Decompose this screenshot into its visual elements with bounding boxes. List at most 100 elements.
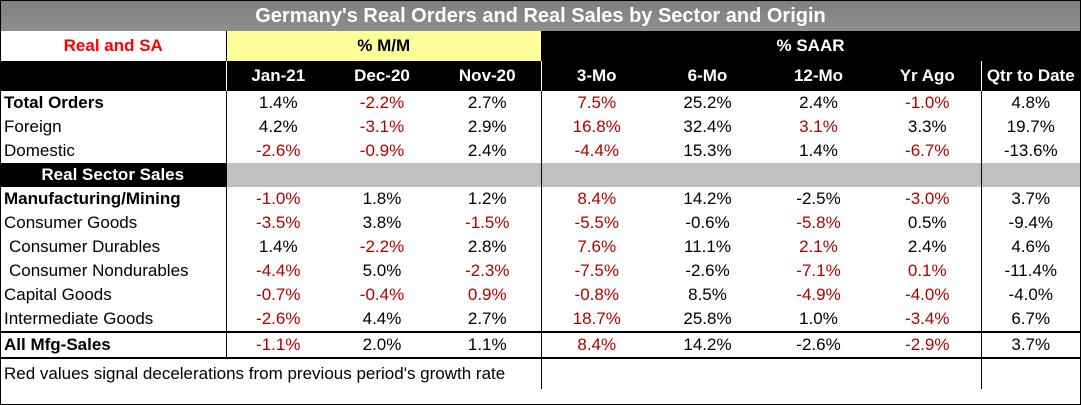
sales-section-label: Real Sector Sales xyxy=(1,163,226,187)
table-cell: -5.8% xyxy=(796,213,841,232)
table-cell: 3.3% xyxy=(907,117,947,136)
table-cell: 7.6% xyxy=(540,235,652,259)
table-cell: -0.8% xyxy=(540,283,652,307)
mm-group-header: % M/M xyxy=(225,31,541,61)
table-cell: -0.4% xyxy=(359,285,405,304)
table-cell: -1.0% xyxy=(225,187,330,211)
table-cell: 1.4% xyxy=(225,91,330,115)
table-cell: -2.6% xyxy=(225,139,330,163)
table-cell: -11.4% xyxy=(980,259,1080,283)
table-row: Capital Goods -0.7% -0.4% 0.9% -0.8% 8.5% -4.9… xyxy=(1,283,1080,307)
table-cell: -4.0% xyxy=(905,285,950,304)
table-cell: -3.1% xyxy=(359,117,405,136)
table-cell: 1.4% xyxy=(225,235,330,259)
table-cell: 4.6% xyxy=(980,235,1080,259)
table-cell: 25.8% xyxy=(683,309,732,328)
table-cell: 1.0% xyxy=(799,309,838,328)
saar-group-header: % SAAR xyxy=(541,31,1080,61)
table-cell: -3.5% xyxy=(225,211,330,235)
table-cell: 2.4% xyxy=(467,141,507,160)
table-cell: -9.4% xyxy=(980,211,1080,235)
table-cell: -6.7% xyxy=(905,141,950,160)
table-cell: 25.2% xyxy=(683,93,732,112)
row-label: Capital Goods xyxy=(4,285,112,304)
row-label: Consumer Goods xyxy=(4,213,138,232)
table-cell: 4.4% xyxy=(362,309,402,328)
table-cell: 3.7% xyxy=(980,187,1080,211)
table-cell: -2.2% xyxy=(359,93,405,112)
table-cell: -1.5% xyxy=(465,213,510,232)
table-cell: 11.1% xyxy=(684,237,731,256)
table-cell: -13.6% xyxy=(980,139,1080,163)
column-header: Yr Ago xyxy=(874,61,981,91)
table-title: Germany's Real Orders and Real Sales by … xyxy=(1,1,1080,31)
sales-section-header: Real Sector Sales xyxy=(1,163,1080,187)
table-cell: -7.5% xyxy=(540,259,652,283)
column-header-blank xyxy=(1,61,226,91)
column-header: Qtr to Date xyxy=(980,61,1080,91)
table-cell: -0.9% xyxy=(359,141,405,160)
table-cell: 1.1% xyxy=(434,331,541,358)
table-cell: 6.7% xyxy=(980,307,1080,332)
table-cell: 1.8% xyxy=(362,189,402,208)
row-label: Domestic xyxy=(4,141,75,160)
table-cell: -2.6% xyxy=(685,261,730,280)
column-header: 12-Mo xyxy=(763,61,874,91)
row-label: Intermediate Goods xyxy=(4,309,154,328)
table-cell: -4.4% xyxy=(540,139,652,163)
table-cell: -3.4% xyxy=(905,309,950,328)
table-row: Intermediate Goods -2.6% 4.4% 2.7% 18.7% 25.8… xyxy=(1,307,1080,332)
table-cell: 0.1% xyxy=(907,261,947,280)
table-cell: -3.0% xyxy=(905,189,950,208)
table-cell: -1.0% xyxy=(905,93,950,112)
table-cell: -1.1% xyxy=(225,331,330,358)
orders-section: Total Orders 1.4% -2.2% 2.7% 7.5% 25.2% 2.4% -1… xyxy=(1,91,1080,163)
table-row: Total Orders 1.4% -2.2% 2.7% 7.5% 25.2% 2.4% -1… xyxy=(1,91,1080,115)
table-cell: 3.8% xyxy=(362,213,402,232)
row-label: Total Orders xyxy=(4,93,104,112)
table-cell: 0.9% xyxy=(467,285,507,304)
column-header: Nov-20 xyxy=(434,61,541,91)
table-cell: 5.0% xyxy=(362,261,402,280)
table-row: Domestic -2.6% -0.9% 2.4% -4.4% 15.3% 1.4% -6.7… xyxy=(1,139,1080,163)
footnote: Red values signal decelerations from pre… xyxy=(1,357,541,389)
row-label: Consumer Nondurables xyxy=(9,261,189,280)
table-cell: 2.4% xyxy=(799,93,838,112)
table-cell: 16.8% xyxy=(540,115,652,139)
table-cell: 3.1% xyxy=(799,117,838,136)
real-sa-label: Real and SA xyxy=(63,36,163,55)
table-row: Consumer Goods -3.5% 3.8% -1.5% -5.5% -0.6% -5… xyxy=(1,211,1080,235)
table-cell: 8.4% xyxy=(540,187,652,211)
table-cell: -4.0% xyxy=(980,283,1080,307)
table-cell: 14.2% xyxy=(652,331,763,358)
column-header: Dec-20 xyxy=(330,61,434,91)
table-cell: 15.3% xyxy=(683,141,732,160)
table-cell: -7.1% xyxy=(796,261,841,280)
table-cell: -4.4% xyxy=(225,259,330,283)
table-cell: -0.6% xyxy=(685,213,730,232)
table-cell: 2.7% xyxy=(467,93,507,112)
table-cell: -2.6% xyxy=(225,307,330,332)
table-cell: 2.1% xyxy=(799,237,838,256)
table-row: Manufacturing/Mining -1.0% 1.8% 1.2% 8.4% 14.… xyxy=(1,187,1080,211)
table-cell: -2.2% xyxy=(359,237,405,256)
orders-sales-table: Germany's Real Orders and Real Sales by … xyxy=(1,1,1080,389)
table-cell: 2.4% xyxy=(907,237,947,256)
table-row: Foreign 4.2% -3.1% 2.9% 16.8% 32.4% 3.1% 3.3% 19… xyxy=(1,115,1080,139)
table-cell: 2.8% xyxy=(467,237,507,256)
row-label: Foreign xyxy=(4,117,62,136)
row-label: Manufacturing/Mining xyxy=(4,189,181,208)
table-cell: -5.5% xyxy=(540,211,652,235)
table-row: Consumer Durables 1.4% -2.2% 2.8% 7.6% 11.1% 2… xyxy=(1,235,1080,259)
table-cell: 14.2% xyxy=(683,189,732,208)
table-row: All Mfg-Sales -1.1% 2.0% 1.1% 8.4% 14.2% -2.6%… xyxy=(1,331,1080,358)
column-headers: Jan-21 Dec-20 Nov-20 3-Mo 6-Mo 12-Mo Yr Ago Qtr… xyxy=(1,61,1080,91)
table-cell: 2.7% xyxy=(467,309,507,328)
table-cell: -2.9% xyxy=(874,331,981,358)
table-cell: 32.4% xyxy=(683,117,732,136)
table-cell: 2.0% xyxy=(330,331,434,358)
table-cell: 0.5% xyxy=(907,213,947,232)
table-cell: -2.6% xyxy=(763,331,874,358)
table-cell: 7.5% xyxy=(540,91,652,115)
